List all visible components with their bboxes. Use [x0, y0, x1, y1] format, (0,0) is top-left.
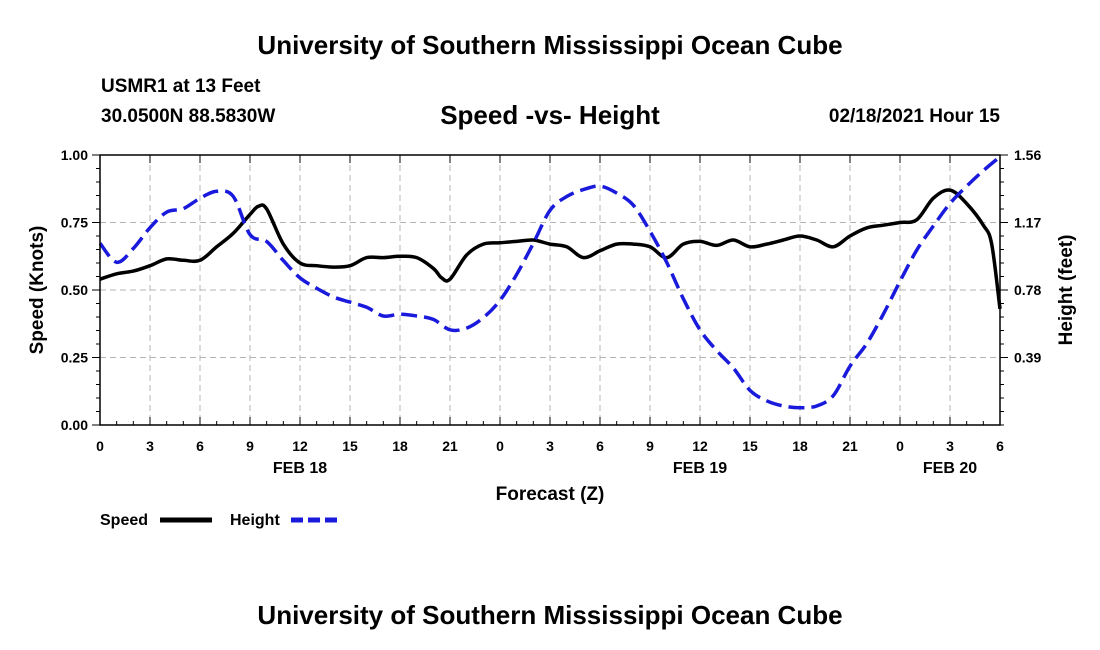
x-tick-label: 9: [246, 438, 254, 454]
x-tick-label: 0: [496, 438, 504, 454]
legend-speed-label: Speed: [100, 512, 148, 529]
x-tick-label: 15: [342, 438, 358, 454]
org-title-bottom: University of Southern Mississippi Ocean…: [257, 600, 843, 630]
x-tick-label: 12: [692, 438, 708, 454]
series-line-height: [98, 155, 1002, 410]
series-layer: [98, 155, 1002, 410]
y2-tick-label: 1.17: [1014, 215, 1041, 231]
x-tick-label: 18: [392, 438, 408, 454]
y2-tick-label: 0.78: [1014, 282, 1041, 298]
x-tick-label: 21: [842, 438, 858, 454]
y-tick-label: 0.50: [61, 282, 88, 298]
x-tick-label: 6: [596, 438, 604, 454]
y2-tick-label: 0.39: [1014, 350, 1041, 366]
y-tick-label: 1.00: [61, 147, 88, 163]
x-tick-label: 3: [146, 438, 154, 454]
y-tick-label: 0.25: [61, 350, 88, 366]
date-label: FEB 20: [923, 460, 977, 477]
x-tick-label: 0: [96, 438, 104, 454]
org-title-top: University of Southern Mississippi Ocean…: [257, 30, 843, 60]
station-label: USMR1 at 13 Feet: [101, 76, 261, 97]
series-line-speed: [99, 188, 1002, 310]
y2-tick-label: 1.56: [1014, 147, 1041, 163]
grid-layer: [100, 154, 1000, 425]
x-tick-label: 3: [946, 438, 954, 454]
x-tick-label: 6: [196, 438, 204, 454]
timestamp-label: 02/18/2021 Hour 15: [828, 106, 1000, 127]
legend-height-label: Height: [230, 512, 280, 529]
y2-axis-title: Height (feet): [1056, 235, 1077, 346]
legend: Speed Height: [100, 512, 342, 529]
date-label: FEB 18: [273, 460, 327, 477]
x-tick-label: 21: [442, 438, 458, 454]
x-axis-title: Forecast (Z): [496, 484, 605, 505]
chart-title: Speed -vs- Height: [440, 100, 660, 130]
x-tick-label: 12: [292, 438, 308, 454]
x-tick-label: 15: [742, 438, 758, 454]
x-tick-label: 18: [792, 438, 808, 454]
x-tick-label: 0: [896, 438, 904, 454]
coords-label: 30.0500N 88.5830W: [101, 106, 276, 127]
date-label: FEB 19: [673, 460, 727, 477]
x-tick-label: 9: [646, 438, 654, 454]
axis-layer: 0 3 6 9 12 15 18 21 0 3 6 9 12 15 18 21 0 3 6 FEB 18 FEB 19 F…: [61, 147, 1042, 477]
x-tick-label: 3: [546, 438, 554, 454]
y-tick-label: 0.75: [61, 215, 88, 231]
y-tick-label: 0.00: [61, 417, 88, 433]
y-axis-title: Speed (Knots): [27, 226, 48, 355]
x-tick-label: 6: [996, 438, 1004, 454]
